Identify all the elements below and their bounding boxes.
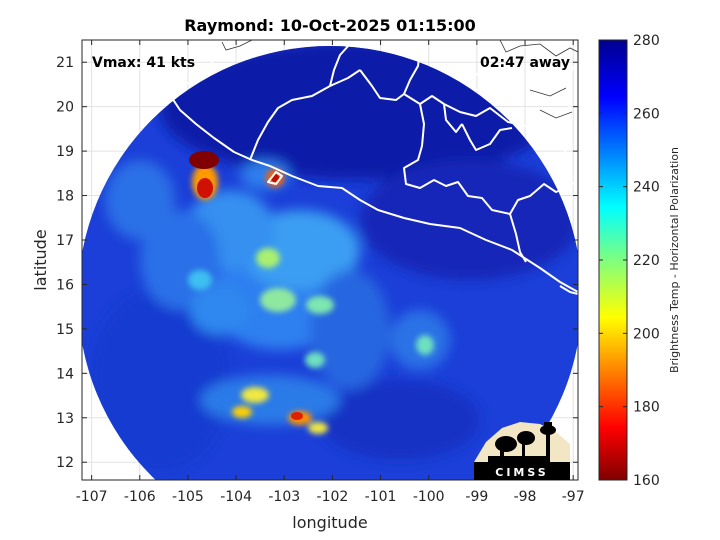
y-tick-label: 13 [56,411,74,427]
border-5 [403,103,511,215]
x-axis-label: longitude [292,513,367,532]
border-1 [249,69,361,161]
border-11 [527,51,561,81]
colorbar-tick-label: 200 [633,326,660,342]
border-8 [461,123,513,151]
border-6 [509,179,578,215]
chart-title: Raymond: 10-Oct-2025 01:15:00 [184,16,476,35]
border-9 [443,103,463,133]
colorbar-ticks: 160 180 200 220 240 260 280 [599,33,660,489]
logo-silhouette [488,422,556,462]
border-7 [509,213,527,263]
swath-hot-spots [189,151,303,420]
colorbar-tick-label: 240 [633,180,660,196]
y-tick-label: 12 [56,455,74,471]
y-tick-label: 20 [56,100,74,116]
axes-frame [81,39,579,481]
logo-text: CIMSS [495,466,548,479]
x-tick-label: -107 [76,489,108,505]
logo-banner [474,462,570,480]
coastlines [167,41,578,295]
coast-north [167,41,223,93]
x-tick-label: -106 [124,489,156,505]
pacific-coastline [167,91,578,293]
border-4 [403,49,421,95]
y-tick-label: 21 [56,55,74,71]
x-ticks: -107 -106 -105 -104 -103 -102 -101 -100 -99 -98 -9… [76,40,585,505]
x-tick-label: -97 [562,489,585,505]
y-axis-label: latitude [31,229,50,290]
colorbar-tick-label: 280 [633,33,660,49]
border-3 [359,69,571,161]
x-tick-label: -103 [268,489,300,505]
border-2 [329,43,351,87]
x-tick-label: -100 [413,489,445,505]
land-outlines [221,40,578,119]
colorbar-tick-label: 180 [633,400,660,416]
y-tick-label: 19 [56,144,74,160]
border-10 [559,59,578,143]
swath-layer [82,46,578,480]
away-label: 02:47 away [480,55,570,71]
x-tick-label: -101 [365,489,397,505]
colorbar-tick-label: 220 [633,253,660,269]
y-tick-label: 17 [56,233,74,249]
x-tick-label: -98 [514,489,537,505]
y-ticks: 12 13 14 15 16 17 18 19 20 21 [56,55,578,471]
x-tick-label: -104 [220,489,252,505]
coast-south [559,285,578,295]
x-tick-label: -105 [172,489,204,505]
colorbar-tick-label: 160 [633,473,660,489]
y-tick-label: 18 [56,189,74,205]
x-tick-label: -102 [317,489,349,505]
y-tick-label: 14 [56,366,74,382]
y-tick-label: 16 [56,277,74,293]
coast-islet [267,171,283,185]
colorbar-label: Brightness Temp - Horizontal Polarizatio… [668,147,681,373]
vmax-label: Vmax: 41 kts [92,55,195,71]
border-12 [469,69,495,91]
colorbar-tick-label: 260 [633,106,660,122]
swath-texture [90,46,578,470]
cimss-logo: CIMSS [474,422,570,480]
x-tick-label: -99 [465,489,488,505]
colorbar [598,39,628,481]
y-tick-label: 15 [56,322,74,338]
